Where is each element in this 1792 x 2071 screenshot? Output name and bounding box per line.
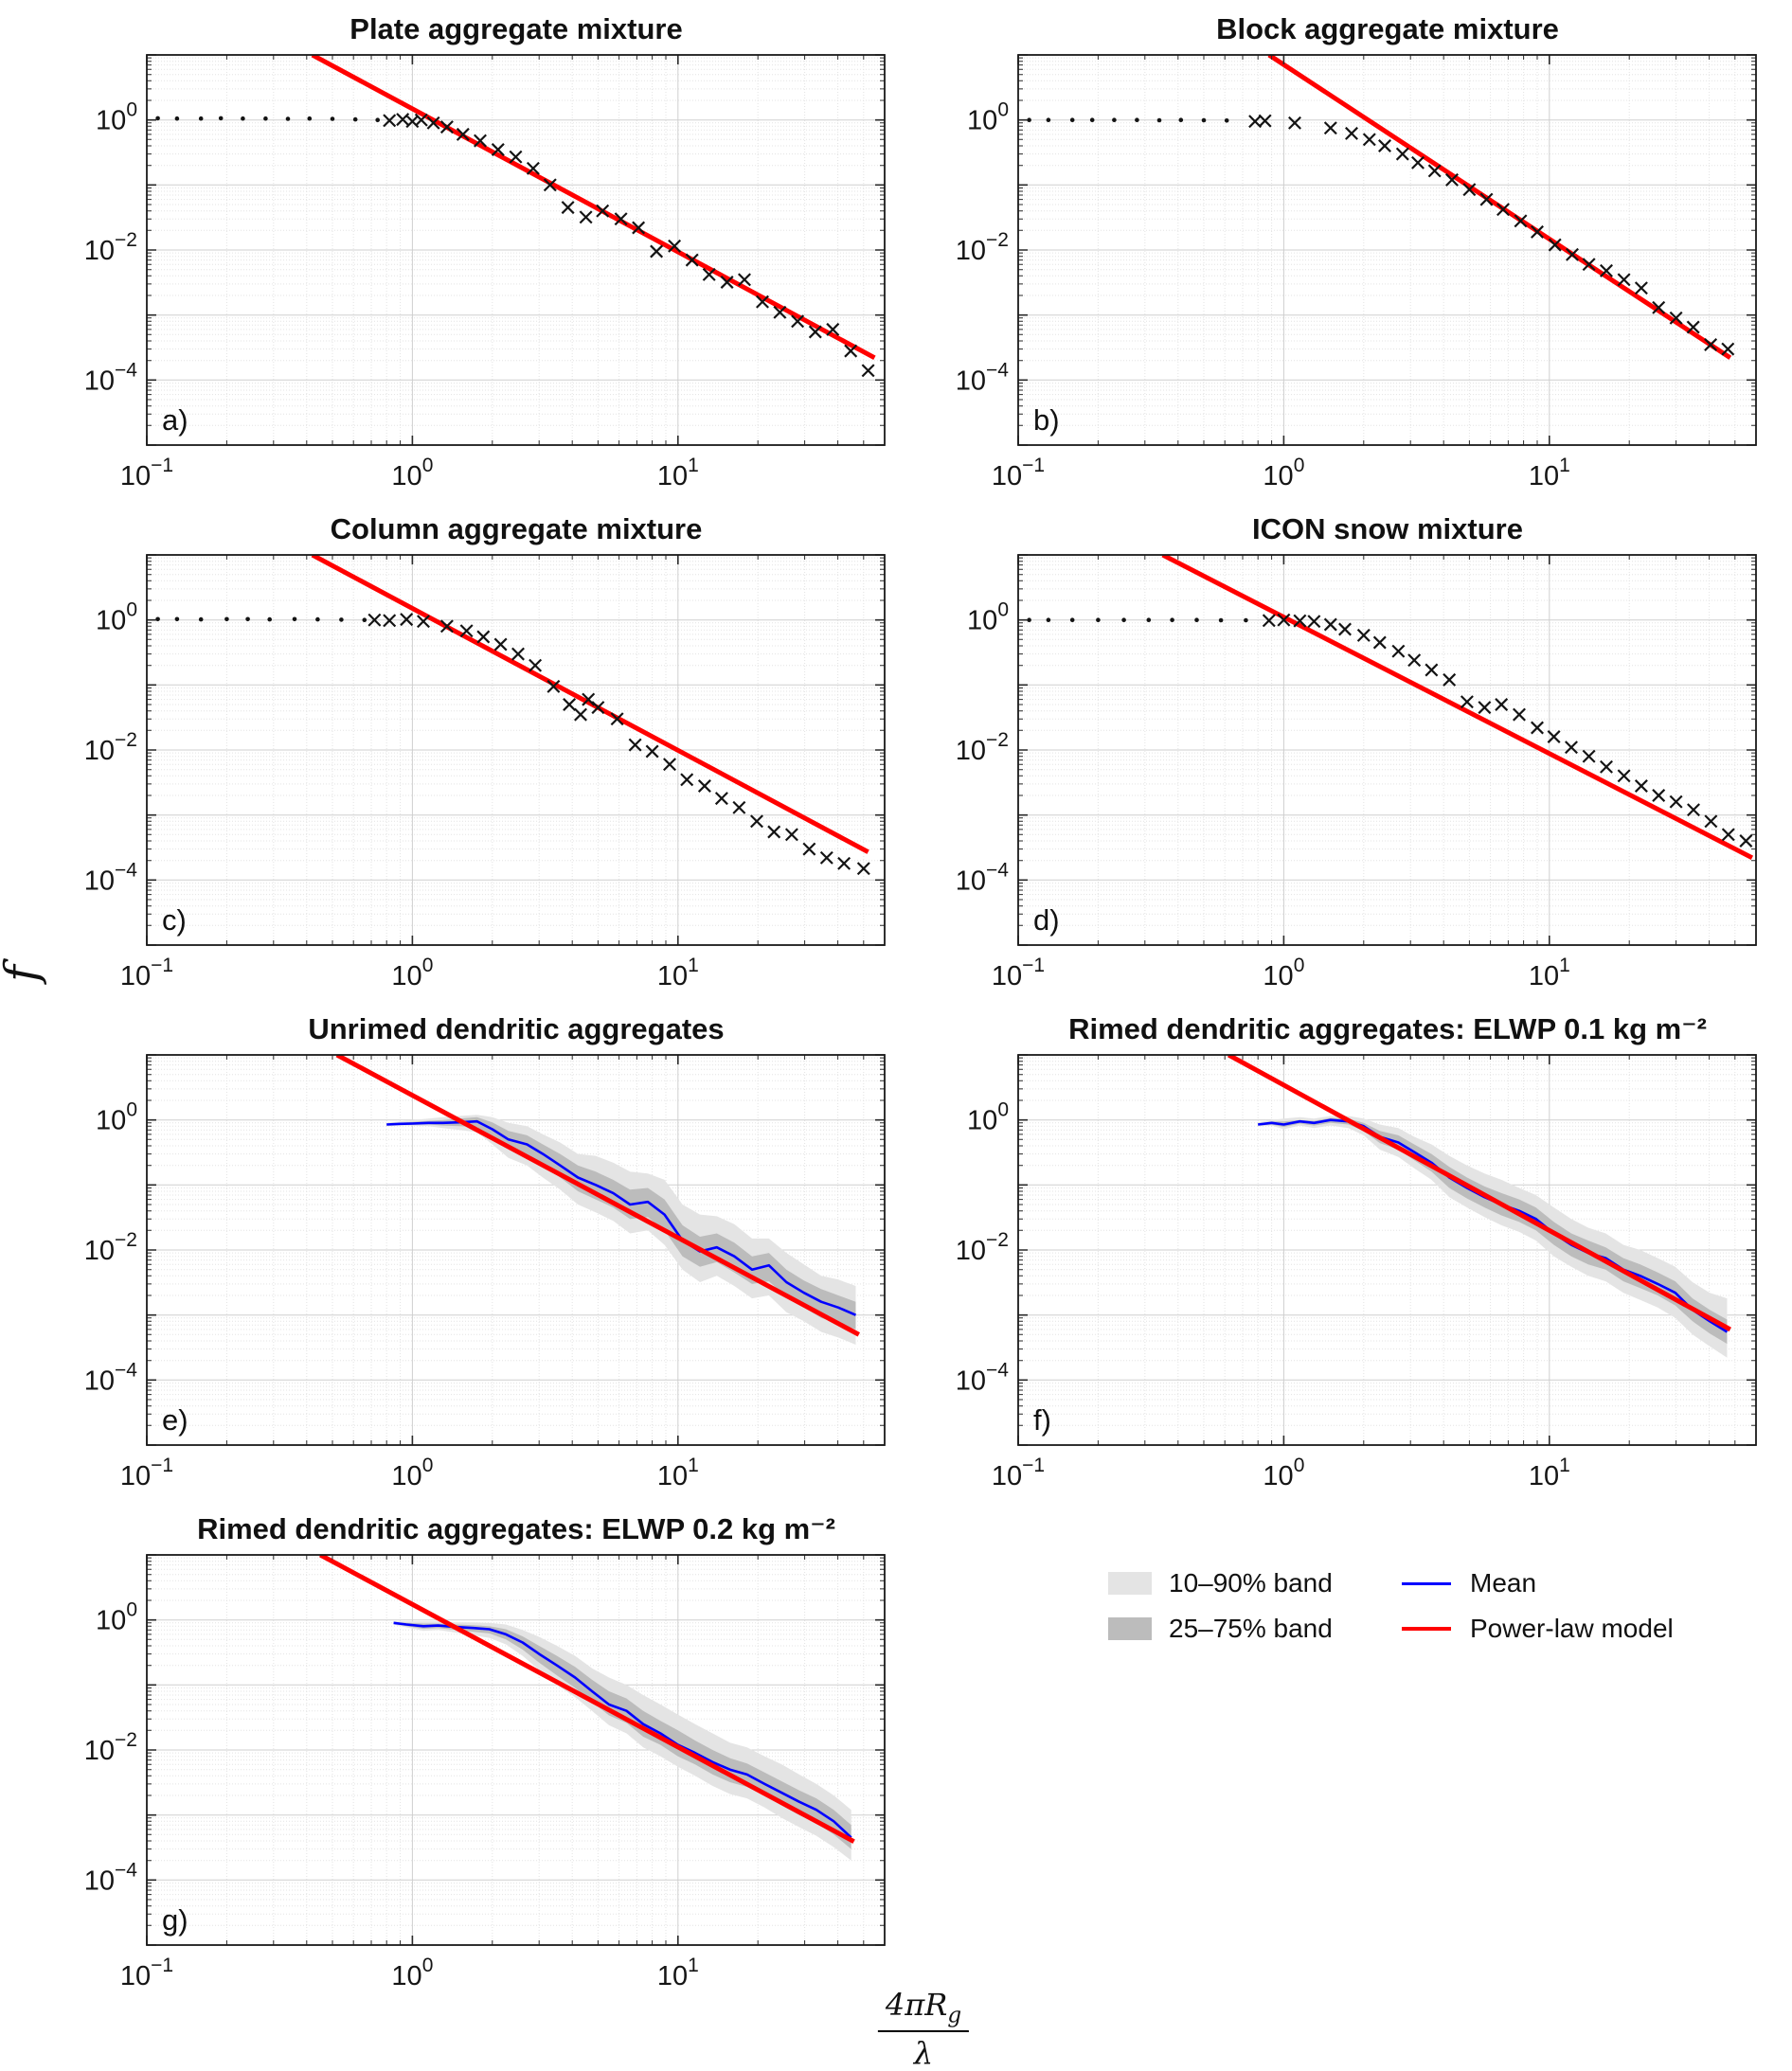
panel-a-plot: 10−1 100 101 100 10−2 10−4 a) — [47, 47, 909, 492]
svg-text:100: 100 — [1263, 1455, 1304, 1491]
legend-cell: 10–90% band Mean 25–75% band Power-law m… — [919, 1511, 1790, 1992]
svg-text:101: 101 — [657, 1455, 699, 1491]
svg-text:10−1: 10−1 — [120, 1455, 173, 1491]
svg-text:100: 100 — [96, 1099, 137, 1136]
panel-e-plot: 10−1 100 101 100 10−2 10−4 e) — [47, 1047, 909, 1492]
panel-c-title: Column aggregate mixture — [330, 512, 703, 545]
svg-text:10−4: 10−4 — [84, 359, 138, 396]
x-axis-label: 4πRg λ — [877, 1987, 970, 2071]
band-dark-swatch — [1108, 1617, 1152, 1640]
svg-text:c): c) — [162, 903, 187, 937]
svg-text:10−1: 10−1 — [120, 955, 173, 991]
svg-text:100: 100 — [96, 1599, 137, 1636]
panel-d-plot: 10−1 100 101 100 10−2 10−4 d) — [919, 547, 1781, 992]
svg-text:f): f) — [1033, 1403, 1051, 1437]
svg-text:101: 101 — [657, 955, 699, 991]
legend-label-mean: Mean — [1470, 1568, 1537, 1598]
y-axis-label: f — [0, 965, 48, 982]
panel-g-plot: 10−1 100 101 100 10−2 10−4 g) — [47, 1547, 909, 1992]
svg-text:10−4: 10−4 — [956, 859, 1010, 896]
svg-text:d): d) — [1033, 903, 1060, 937]
svg-text:100: 100 — [967, 599, 1009, 636]
panel-d-title: ICON snow mixture — [1252, 512, 1523, 545]
svg-text:10−1: 10−1 — [120, 1955, 173, 1991]
panel-c-plot: 10−1 100 101 100 10−2 10−4 c) — [47, 547, 909, 992]
svg-text:10−2: 10−2 — [84, 1229, 137, 1266]
panel-a: Plate aggregate mixture 10−1 100 101 100 10−… — [47, 11, 919, 492]
svg-text:100: 100 — [391, 1955, 433, 1991]
svg-text:10−2: 10−2 — [956, 229, 1009, 266]
svg-text:10−1: 10−1 — [120, 455, 173, 491]
svg-text:10−2: 10−2 — [956, 1229, 1009, 1266]
panel-d: ICON snow mixture 10−1 100 101 100 10−2 10−4 d… — [919, 511, 1790, 992]
svg-text:101: 101 — [1529, 455, 1570, 491]
svg-text:101: 101 — [657, 1955, 699, 1991]
svg-text:a): a) — [162, 403, 188, 437]
svg-text:101: 101 — [1529, 955, 1570, 991]
figure-grid: Plate aggregate mixture 10−1 100 101 100 10−… — [47, 11, 1790, 1992]
panel-e: Unrimed dendritic aggregates 10−1 100 101 1… — [47, 1011, 919, 1492]
panel-b-plot: 10−1 100 101 100 10−2 10−4 b) — [919, 47, 1781, 492]
band-light-swatch — [1108, 1572, 1152, 1595]
svg-text:10−1: 10−1 — [992, 455, 1045, 491]
panel-g: Rimed dendritic aggregates: ELWP 0.2 kg … — [47, 1511, 919, 1992]
svg-text:101: 101 — [1529, 1455, 1570, 1491]
svg-text:100: 100 — [391, 1455, 433, 1491]
svg-text:10−4: 10−4 — [956, 359, 1010, 396]
panel-b-title: Block aggregate mixture — [1216, 12, 1559, 45]
x-axis-fraction: 4πRg λ — [877, 1987, 970, 2071]
legend-label-band-light: 10–90% band — [1169, 1568, 1333, 1598]
powerlaw-line-sample — [1402, 1627, 1451, 1631]
svg-text:10−2: 10−2 — [84, 729, 137, 766]
svg-text:101: 101 — [657, 455, 699, 491]
svg-text:10−2: 10−2 — [84, 1729, 137, 1766]
svg-text:10−2: 10−2 — [956, 729, 1009, 766]
svg-text:10−2: 10−2 — [84, 229, 137, 266]
svg-text:100: 100 — [391, 455, 433, 491]
mean-line-sample — [1402, 1581, 1451, 1585]
svg-text:100: 100 — [96, 99, 137, 136]
panel-f: Rimed dendritic aggregates: ELWP 0.1 kg … — [919, 1011, 1790, 1492]
panel-g-title: Rimed dendritic aggregates: ELWP 0.2 kg … — [197, 1512, 835, 1545]
panel-f-title: Rimed dendritic aggregates: ELWP 0.1 kg … — [1068, 1012, 1707, 1045]
legend-label-powerlaw: Power-law model — [1470, 1614, 1674, 1643]
svg-text:10−4: 10−4 — [84, 1359, 138, 1396]
svg-text:10−1: 10−1 — [992, 1455, 1045, 1491]
svg-text:10−4: 10−4 — [84, 1859, 138, 1896]
svg-text:g): g) — [162, 1903, 188, 1937]
svg-text:10−1: 10−1 — [992, 955, 1045, 991]
panel-a-title: Plate aggregate mixture — [349, 12, 683, 45]
svg-text:100: 100 — [967, 99, 1009, 136]
svg-text:100: 100 — [96, 599, 137, 636]
svg-text:100: 100 — [967, 1099, 1009, 1136]
panel-b: Block aggregate mixture 10−1 100 101 100 10−… — [919, 11, 1790, 492]
svg-text:100: 100 — [1263, 455, 1304, 491]
svg-text:100: 100 — [1263, 955, 1304, 991]
panel-e-title: Unrimed dendritic aggregates — [308, 1012, 725, 1045]
svg-text:10−4: 10−4 — [84, 859, 138, 896]
panel-c: Column aggregate mixture 10−1 100 101 100 10… — [47, 511, 919, 992]
svg-text:10−4: 10−4 — [956, 1359, 1010, 1396]
svg-text:e): e) — [162, 1403, 188, 1437]
legend-label-band-dark: 25–75% band — [1169, 1614, 1333, 1643]
panel-f-plot: 10−1 100 101 100 10−2 10−4 f) — [919, 1047, 1781, 1492]
svg-text:b): b) — [1033, 403, 1060, 437]
legend: 10–90% band Mean 25–75% band Power-law m… — [1108, 1568, 1790, 1644]
svg-text:100: 100 — [391, 955, 433, 991]
